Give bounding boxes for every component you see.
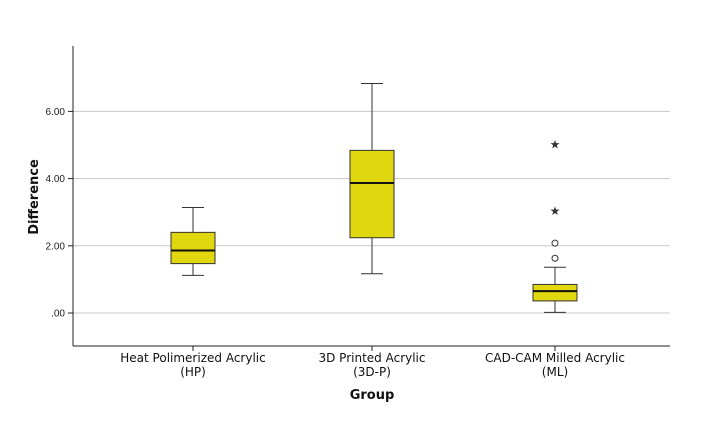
outlier-point	[551, 254, 559, 262]
y-tick-label: 2.00	[46, 241, 66, 252]
box	[532, 283, 578, 302]
x-category-label: CAD-CAM Milled Acrylic	[485, 351, 625, 365]
y-tick-label: 6.00	[46, 107, 66, 118]
x-category-label: Heat Polimerized Acrylic	[120, 351, 265, 365]
box	[170, 231, 216, 265]
x-category-sublabel: (ML)	[542, 365, 568, 379]
x-category-label: 3D Printed Acrylic	[318, 351, 425, 365]
y-tick-label: .00	[51, 309, 65, 320]
y-axis-ticks: .00 2.00 4.00 6.00	[46, 107, 73, 320]
x-category-sublabel: (HP)	[180, 365, 206, 379]
x-axis-title: Group	[350, 388, 395, 403]
x-category-sublabel: (3D-P)	[353, 365, 391, 379]
outlier-point	[551, 239, 559, 247]
extreme-point: ★	[550, 138, 561, 152]
box	[349, 149, 395, 239]
box-group	[349, 83, 395, 275]
x-axis-categories: Heat Polimerized Acrylic(HP) 3D Printed A…	[120, 346, 625, 379]
box-group	[170, 206, 216, 276]
y-tick-label: 4.00	[46, 174, 66, 185]
y-axis-title: Difference	[27, 159, 42, 235]
box-group: ★★	[532, 138, 578, 313]
box-series: ★★	[170, 83, 578, 313]
extreme-point: ★	[550, 204, 561, 218]
